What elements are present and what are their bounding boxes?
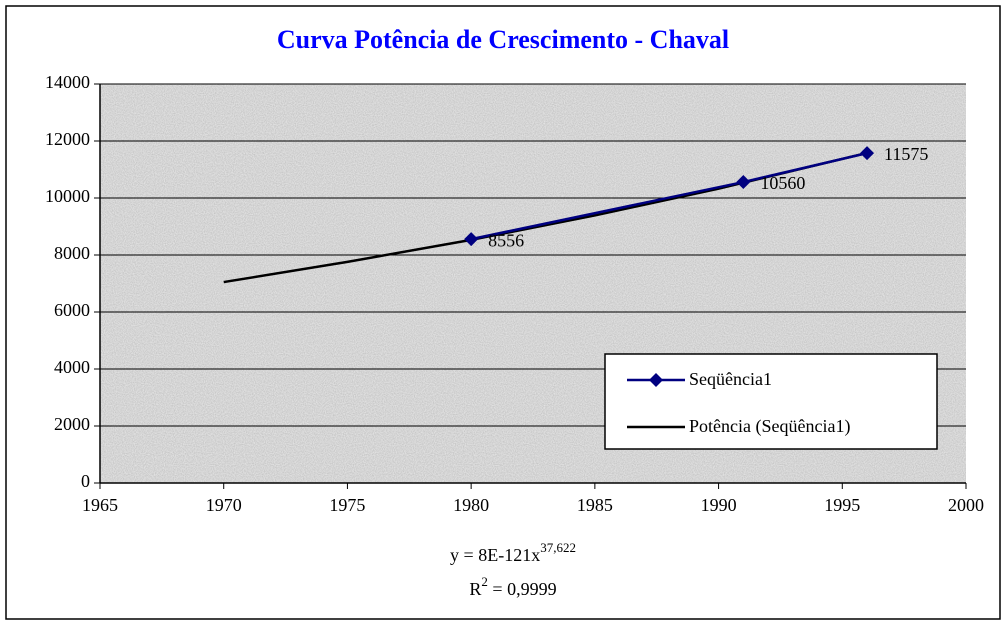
x-tick-label: 1990 [701,495,737,515]
marker [860,146,875,161]
y-tick-label: 6000 [54,300,90,320]
r-squared-value: = 0,9999 [488,579,557,599]
y-tick-label: 4000 [54,357,90,377]
x-tick-label: 1985 [577,495,613,515]
y-tick-label: 10000 [45,186,90,206]
legend-label: Seqüência1 [689,369,772,389]
y-tick-label: 12000 [45,129,90,149]
x-tick-label: 1995 [824,495,860,515]
legend [604,353,938,450]
x-tick-label: 1965 [82,495,118,515]
y-tick-label: 0 [81,471,90,491]
legend-marker [649,373,663,387]
x-tick-label: 1970 [206,495,242,515]
y-tick-label: 2000 [54,414,90,434]
data-label: 11575 [884,144,928,164]
marker [464,232,479,247]
marker [736,175,751,190]
y-tick-label: 14000 [45,72,90,92]
y-tick-label: 8000 [54,243,90,263]
equation: y = 8E-121x37,622 [450,540,576,565]
r-squared: R2 = 0,9999 [469,574,556,599]
x-tick-label: 1975 [329,495,365,515]
chart-title: Curva Potência de Crescimento - Chaval [277,25,729,54]
x-tick-label: 2000 [948,495,984,515]
r-squared-exp: 2 [481,574,488,589]
legend-label: Potência (Seqüência1) [689,416,850,437]
data-label: 10560 [760,173,805,193]
equation-base: y = 8E-121x [450,545,540,565]
data-label: 8556 [488,230,524,250]
r-squared-r: R [469,579,481,599]
x-tick-label: 1980 [453,495,489,515]
equation-exponent: 37,622 [540,540,576,555]
